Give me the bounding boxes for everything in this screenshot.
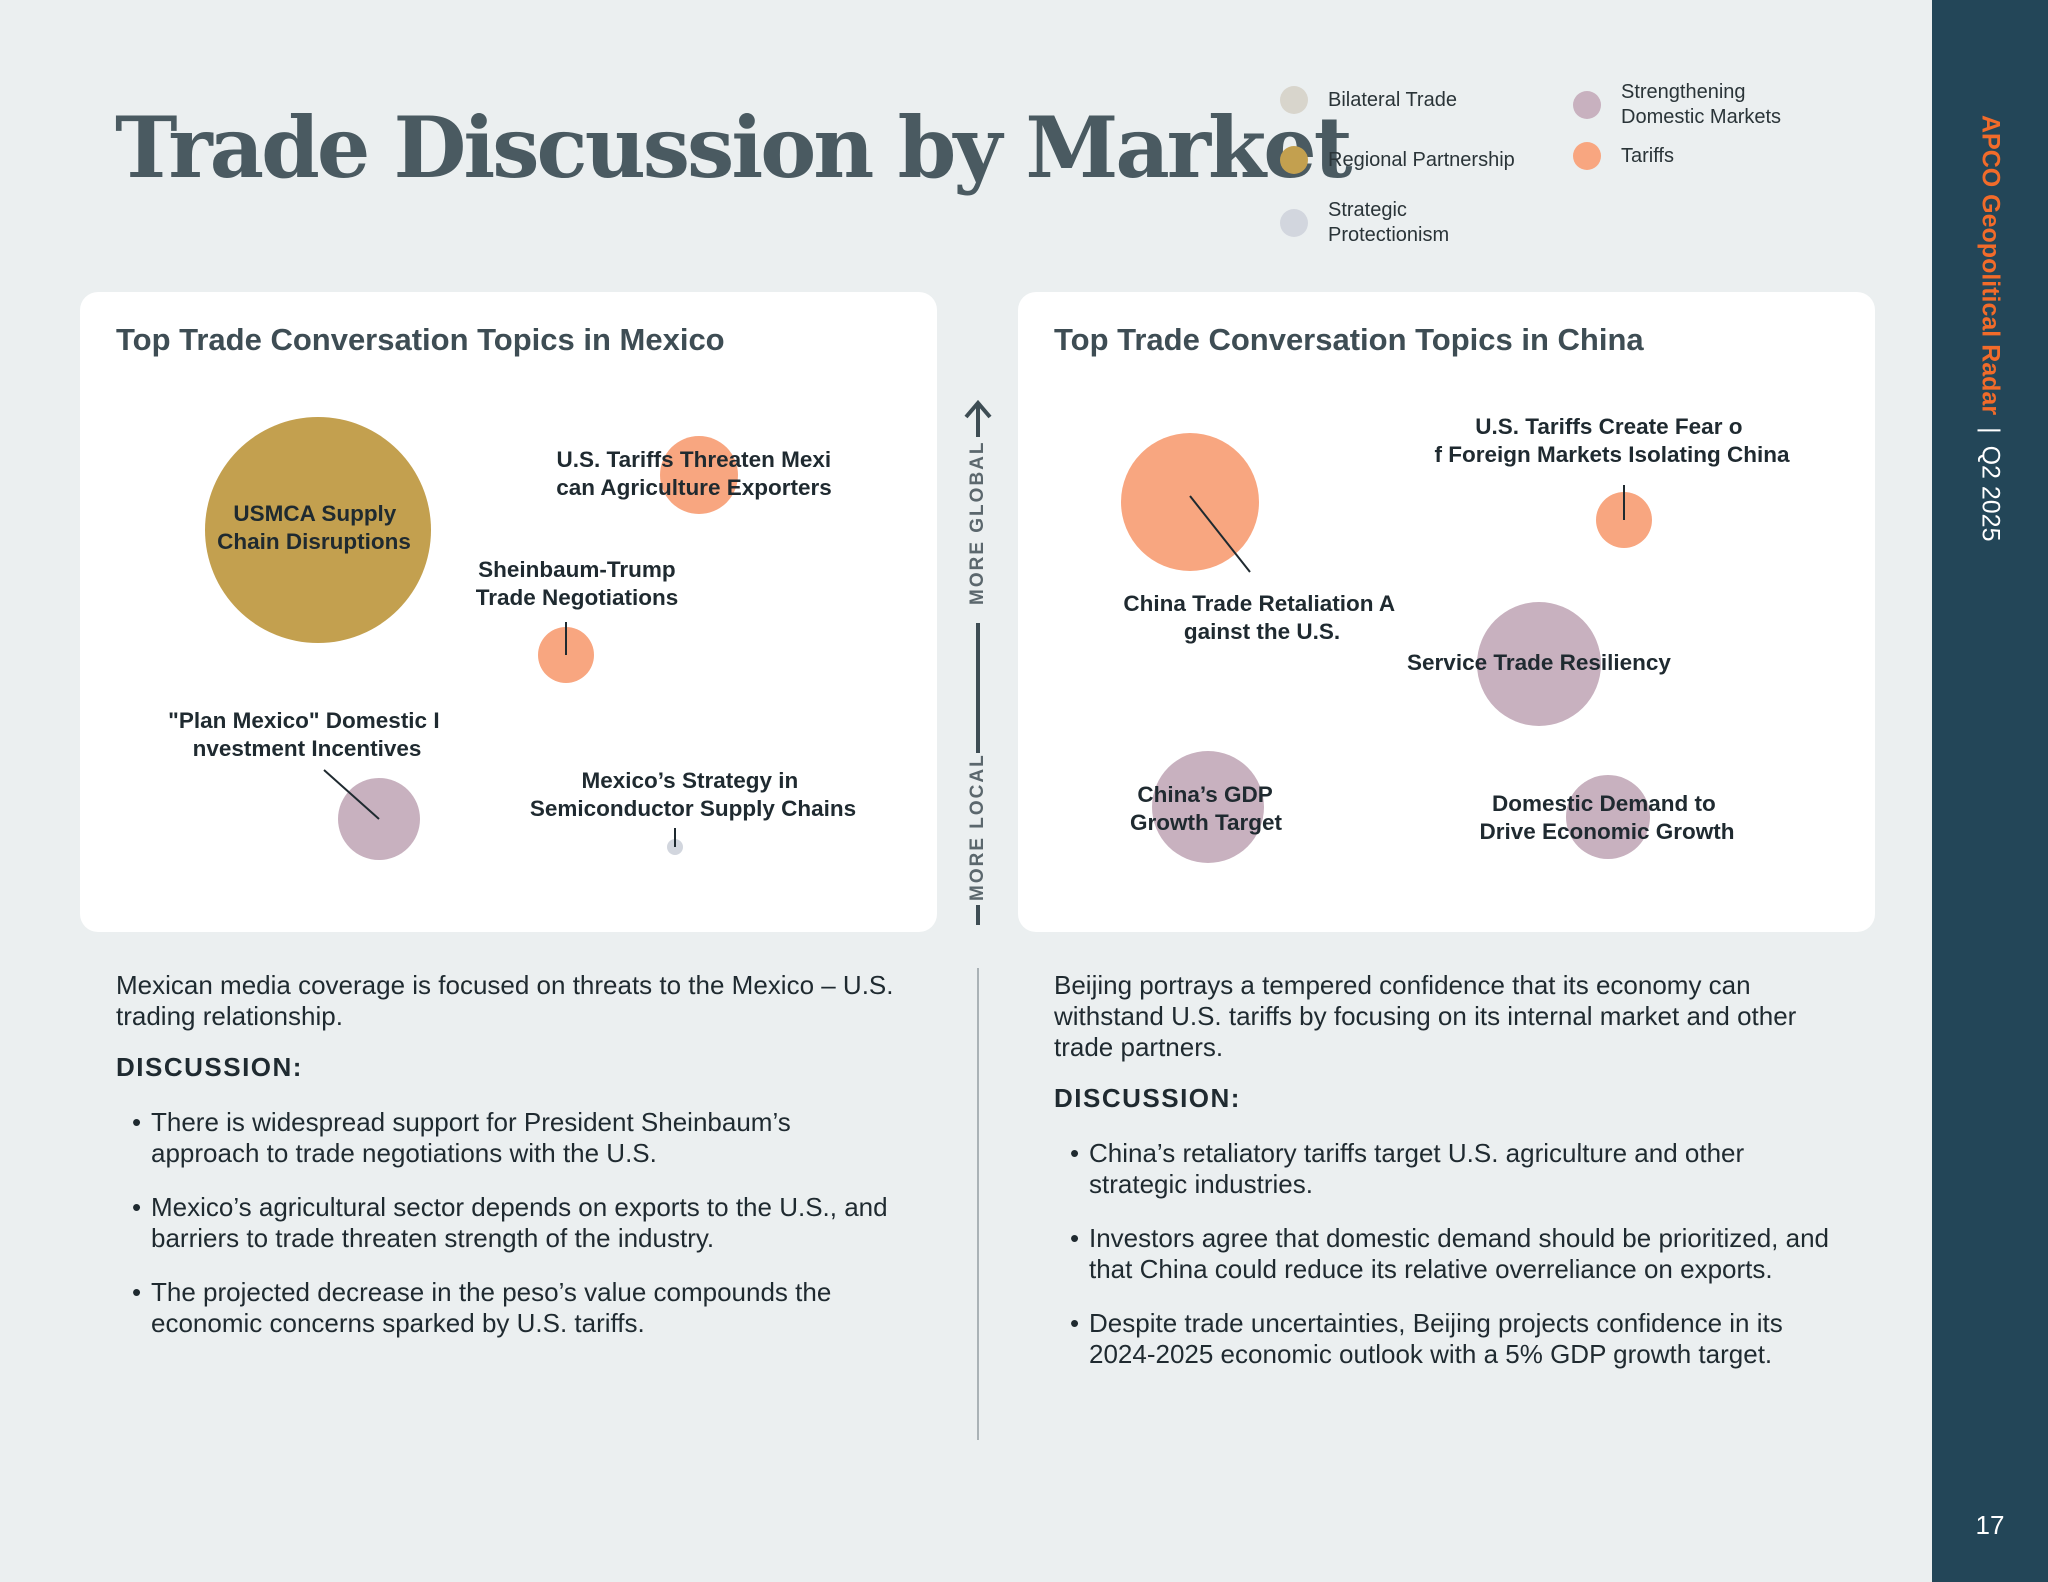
bubble-service-trade-resiliency [1477,602,1601,726]
bubble-label-usmca: USMCA Supply Chain Disruptions [217,501,411,554]
legend-item-tariffs: Tariffs [1573,142,1841,170]
legend: Bilateral Trade Regional Partnership Str… [1280,78,1840,258]
legend-dot-bilateral-trade [1280,86,1308,114]
bubble-china-gdp-growth-target [1152,751,1264,863]
bubble-label-line: U.S. Tariffs Threaten Mexi [557,447,832,472]
mexico-chart-title: Top Trade Conversation Topics in Mexico [116,322,725,357]
axis-label-more-global: MORE GLOBAL [967,440,988,606]
column-divider [977,968,979,1440]
report-period: Q2 2025 [1976,445,2005,542]
bubble-us-tariffs-threaten-mexican-agriculture [660,436,738,514]
bubble-label-line: f Foreign Markets Isolating China [1434,442,1790,467]
mexico-discussion-heading: DISCUSSION: [116,1052,303,1082]
china-bullet: Despite trade uncertainties, Beijing pro… [1054,1308,1834,1370]
bubble-label-line: nvestment Incentives [193,736,422,761]
mexico-intro: Mexican media coverage is focused on thr… [116,970,894,1031]
mexico-chart-panel: Top Trade Conversation Topics in Mexico … [80,292,937,932]
bubble-label-us-tariffs-fear: U.S. Tariffs Create Fear o f Foreign Mar… [1434,414,1790,467]
legend-dot-regional-partnership [1280,146,1308,174]
side-band [1932,0,2048,1582]
report-brand: APCO Geopolitical Radar [1976,115,2005,416]
legend-dot-tariffs [1573,142,1601,170]
axis-arrow [964,399,992,925]
china-discussion-heading: DISCUSSION: [1054,1083,1241,1113]
global-local-axis: MORE GLOBAL MORE LOCAL [958,395,998,925]
bubble-label-line: Drive Economic Growth [1479,819,1734,844]
china-chart-title: Top Trade Conversation Topics in China [1054,322,1644,357]
china-bullet: Investors agree that domestic demand sho… [1054,1223,1854,1285]
bubble-label-line: China’s GDP [1137,782,1272,807]
bubble-label-line: Trade Negotiations [476,585,679,610]
leader-line-plan-mexico [323,769,380,820]
bubble-label-line: Chain Disruptions [217,529,411,554]
bubble-label-service-trade: Service Trade Resiliency [1407,650,1671,675]
bubble-label-line: U.S. Tariffs Create Fear o [1475,414,1742,439]
legend-dot-strategic-protectionism [1280,209,1308,237]
bubble-china-trade-retaliation [1121,433,1259,571]
page-number: 17 [1975,1510,2005,1540]
legend-dot-strengthening-domestic-markets [1573,91,1601,119]
bubble-label-sheinbaum-trump: Sheinbaum-Trump Trade Negotiations [476,557,682,610]
bubble-label-line: Sheinbaum-Trump [478,557,676,582]
bubble-label-line: China Trade Retaliation A [1123,591,1394,616]
mexico-bullet: The projected decrease in the peso’s val… [116,1277,856,1339]
bubble-label-gdp-target: China’s GDP Growth Target [1130,782,1283,835]
bubble-label-line: "Plan Mexico" Domestic I [168,708,439,733]
mexico-summary: Mexican media coverage is focused on thr… [116,970,916,1362]
bubble-usmca-supply-chain-disruptions [205,417,431,643]
bubble-label-line: gainst the U.S. [1184,619,1340,644]
legend-label: Regional Partnership [1328,148,1515,171]
axis-label-more-local: MORE LOCAL [967,753,988,901]
legend-item-strengthening-domestic-markets: Strengthening Domestic Markets [1573,80,1811,130]
legend-item-regional-partnership: Regional Partnership [1280,146,1548,174]
china-summary: Beijing portrays a tempered confidence t… [1054,970,1854,1393]
bubble-label-line: USMCA Supply [233,501,396,526]
legend-label: Strategic Protectionism [1328,199,1450,246]
legend-label: Tariffs [1621,144,1674,167]
bubble-label-line: Semiconductor Supply Chains [530,796,856,821]
bubble-label-plan-mexico: "Plan Mexico" Domestic I nvestment Incen… [168,708,446,761]
bubble-label-line: Mexico’s Strategy in [581,768,798,793]
china-chart-panel: Top Trade Conversation Topics in China C… [1018,292,1875,932]
leader-line-china-retaliation [1189,495,1251,573]
legend-item-bilateral-trade: Bilateral Trade [1280,86,1548,114]
mexico-bubble-chart: USMCA Supply Chain Disruptions U.S. Tari… [168,417,856,860]
bubble-label-semiconductor: Mexico’s Strategy in Semiconductor Suppl… [530,768,856,821]
bubble-label-us-tariffs-agriculture: U.S. Tariffs Threaten Mexi can Agricultu… [556,447,837,500]
mexico-bullet: Mexico’s agricultural sector depends on … [116,1192,906,1254]
bubble-label-line: can Agriculture Exporters [556,475,832,500]
bubble-label-line: Growth Target [1130,810,1283,835]
bubble-label-line: Service Trade Resiliency [1407,650,1671,675]
bubble-domestic-demand-growth [1566,775,1650,859]
side-running-header: APCO Geopolitical Radar | Q2 2025 [1976,115,2005,541]
bubble-label-china-retaliation: China Trade Retaliation A gainst the U.S… [1123,591,1400,644]
page-title: Trade Discussion by Market [115,98,1352,197]
header-separator: | [1976,427,2005,434]
mexico-bullet: There is widespread support for Presiden… [116,1107,836,1169]
china-intro: Beijing portrays a tempered confidence t… [1054,970,1797,1062]
bubble-label-line: Domestic Demand to [1492,791,1716,816]
legend-label: Bilateral Trade [1328,88,1457,111]
china-bullet: China’s retaliatory tariffs target U.S. … [1054,1138,1774,1200]
china-bubble-chart: China Trade Retaliation A gainst the U.S… [1121,414,1790,863]
legend-item-strategic-protectionism: Strategic Protectionism [1280,198,1498,248]
bubble-label-domestic-demand: Domestic Demand to Drive Economic Growth [1479,791,1734,844]
legend-label: Strengthening Domestic Markets [1621,81,1782,128]
